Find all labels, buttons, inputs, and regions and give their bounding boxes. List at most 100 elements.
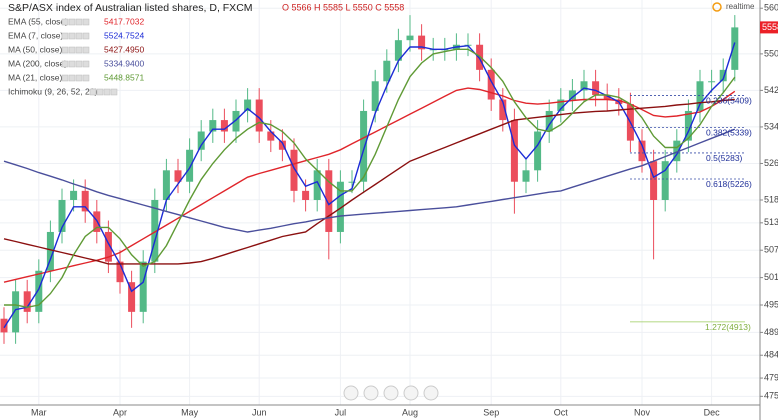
legend-name: MA (50, close) bbox=[8, 44, 62, 54]
legend-icon bbox=[68, 60, 76, 68]
legend-icon bbox=[82, 32, 90, 40]
legend-icon bbox=[68, 46, 76, 54]
candle-body bbox=[209, 120, 217, 132]
x-tick-label: Mar bbox=[31, 407, 47, 417]
candle-body bbox=[418, 35, 426, 50]
candle-body bbox=[128, 282, 136, 312]
legend-icon bbox=[110, 88, 118, 96]
nav-button[interactable] bbox=[343, 385, 359, 401]
overlay: 0.236(5409) 0.382(5339) 0.5(5283) 0.618(522… bbox=[3, 42, 752, 332]
candle-body bbox=[731, 27, 739, 70]
candle-body bbox=[522, 170, 530, 182]
candle-body bbox=[290, 149, 298, 191]
fib-label: 0.5(5283) bbox=[706, 153, 743, 163]
candle-body bbox=[336, 181, 344, 232]
nav-button[interactable] bbox=[383, 385, 399, 401]
candle-body bbox=[35, 270, 43, 312]
legend-icon bbox=[103, 88, 111, 96]
candle-body bbox=[58, 199, 66, 232]
candle-body bbox=[255, 99, 263, 132]
candle-body bbox=[360, 110, 368, 182]
y-tick-label: 5340 bbox=[764, 121, 778, 131]
y-tick-label: 5500 bbox=[764, 48, 778, 58]
legend-icon bbox=[61, 60, 69, 68]
nav-button[interactable] bbox=[423, 385, 439, 401]
legend-icon bbox=[68, 18, 76, 26]
candle-body bbox=[232, 110, 240, 132]
legend-icon bbox=[82, 18, 90, 26]
legend-value: 5417.7032 bbox=[104, 16, 144, 26]
y-tick-label: 5420 bbox=[764, 85, 778, 95]
x-tick-label: May bbox=[181, 407, 199, 417]
candle-body bbox=[151, 199, 159, 262]
candle-body bbox=[568, 90, 576, 100]
legend-icon bbox=[75, 60, 83, 68]
x-tick-label: Dec bbox=[704, 407, 721, 417]
candle-body bbox=[684, 110, 692, 141]
legend-icon bbox=[82, 74, 90, 82]
y-tick-label: 4890 bbox=[764, 327, 778, 337]
candle-body bbox=[0, 318, 8, 333]
candle-body bbox=[719, 69, 727, 82]
y-tick-label: 5600 bbox=[764, 3, 778, 13]
legend-icon bbox=[75, 32, 83, 40]
candle-body bbox=[12, 291, 20, 333]
nav-buttons[interactable] bbox=[343, 385, 439, 401]
ma-line bbox=[3, 98, 735, 265]
legend-icon bbox=[68, 74, 76, 82]
legend-name: EMA (7, close) bbox=[8, 30, 63, 40]
x-tick-label: Jun bbox=[252, 407, 267, 417]
y-tick-label: 4840 bbox=[764, 350, 778, 360]
candle-body bbox=[267, 131, 275, 141]
ohlc-text: O 5566 H 5585 L 5550 C 5558 bbox=[282, 2, 404, 12]
legend-name: MA (200, close) bbox=[8, 58, 67, 68]
x-tick-label: Oct bbox=[554, 407, 569, 417]
legend-icon bbox=[61, 32, 69, 40]
candle-body bbox=[186, 149, 194, 182]
x-tick-label: Nov bbox=[634, 407, 651, 417]
legend-icon bbox=[61, 18, 69, 26]
x-tick-label: Aug bbox=[402, 407, 418, 417]
fib-label: 0.382(5339) bbox=[706, 128, 752, 138]
fib-label: 0.236(5409) bbox=[706, 96, 752, 106]
candle-body bbox=[244, 99, 252, 111]
candle-body bbox=[139, 261, 147, 312]
ma-line bbox=[4, 48, 736, 309]
candle-body bbox=[46, 231, 54, 271]
candle-body bbox=[650, 161, 658, 200]
legend-value: 5448.8571 bbox=[104, 72, 144, 82]
legend-icon bbox=[75, 46, 83, 54]
x-tick-label: Sep bbox=[483, 407, 499, 417]
legend-icon bbox=[61, 74, 69, 82]
candle-body bbox=[545, 110, 553, 132]
nav-button[interactable] bbox=[363, 385, 379, 401]
legend-icon bbox=[82, 60, 90, 68]
legend-icon bbox=[61, 46, 69, 54]
y-tick-label: 5070 bbox=[764, 245, 778, 255]
candle-body bbox=[313, 170, 321, 200]
x-tick-label: Jul bbox=[335, 407, 347, 417]
status: realtime bbox=[726, 2, 755, 11]
legend-name: MA (21, close) bbox=[8, 72, 62, 82]
candle-body bbox=[592, 81, 600, 95]
legend-name: EMA (55, close) bbox=[8, 16, 68, 26]
fib-label: 0.618(5226) bbox=[706, 179, 752, 189]
y-tick-label: 5130 bbox=[764, 217, 778, 227]
candle-body bbox=[104, 231, 112, 262]
legend-value: 5334.9400 bbox=[104, 58, 144, 68]
y-tick-label: 4750 bbox=[764, 391, 778, 401]
ma-line bbox=[3, 42, 736, 329]
chart-title: S&P/ASX index of Australian listed share… bbox=[8, 2, 253, 14]
candle-body bbox=[23, 291, 31, 312]
candle-body bbox=[302, 190, 310, 200]
candle-body bbox=[580, 81, 588, 91]
candle-body bbox=[638, 140, 646, 162]
candle-body bbox=[220, 120, 228, 132]
y-tick-label: 5180 bbox=[764, 194, 778, 204]
candle-body bbox=[348, 181, 356, 183]
legend-icon bbox=[68, 32, 76, 40]
y-tick-label: 5010 bbox=[764, 272, 778, 282]
nav-button[interactable] bbox=[403, 385, 419, 401]
candle-body bbox=[476, 44, 484, 70]
